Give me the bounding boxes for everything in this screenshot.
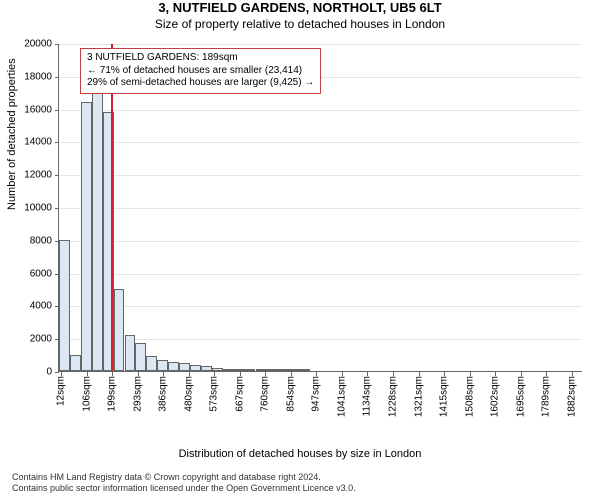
histogram-bar: [70, 355, 81, 371]
gridline: [59, 142, 582, 143]
xtick-label: 1602sqm: [490, 376, 501, 417]
gridline: [59, 208, 582, 209]
histogram-bar: [92, 79, 103, 371]
annotation-line2: ← 71% of detached houses are smaller (23…: [87, 65, 314, 78]
xtick-label: 480sqm: [184, 376, 195, 412]
ytick-label: 2000: [12, 334, 52, 345]
gridline: [59, 339, 582, 340]
histogram-bar: [114, 289, 125, 371]
ytick-label: 12000: [12, 170, 52, 181]
histogram-bar: [234, 369, 245, 371]
xtick-label: 760sqm: [260, 376, 271, 412]
histogram-bar: [125, 335, 136, 371]
xtick-label: 573sqm: [209, 376, 220, 412]
x-axis-label: Distribution of detached houses by size …: [0, 448, 600, 460]
histogram-bar: [146, 356, 157, 371]
histogram-bar: [59, 240, 70, 371]
caption-line2: Contains public sector information licen…: [12, 483, 356, 494]
gridline: [59, 175, 582, 176]
ytick-label: 14000: [12, 137, 52, 148]
histogram-bar: [299, 369, 310, 371]
xtick-label: 1041sqm: [337, 376, 348, 417]
xtick-label: 1228sqm: [388, 376, 399, 417]
xtick-label: 386sqm: [158, 376, 169, 412]
ytick-mark: [55, 77, 59, 78]
gridline: [59, 44, 582, 45]
histogram-bar: [168, 362, 179, 371]
ytick-label: 18000: [12, 71, 52, 82]
xtick-label: 1508sqm: [464, 376, 475, 417]
ytick-label: 8000: [12, 235, 52, 246]
histogram-bar: [201, 366, 212, 371]
gridline: [59, 110, 582, 111]
histogram-bar: [245, 369, 256, 371]
ytick-label: 4000: [12, 301, 52, 312]
ytick-mark: [55, 44, 59, 45]
ytick-label: 20000: [12, 39, 52, 50]
gridline: [59, 241, 582, 242]
histogram-bar: [190, 365, 201, 371]
chart-area: 12sqm 106sqm 199sqm 293sqm 386sqm 480sqm 573sq…: [58, 44, 582, 422]
histogram-bar: [256, 369, 267, 371]
annotation-callout: 3 NUTFIELD GARDENS: 189sqm← 71% of detac…: [80, 48, 321, 94]
xtick-label: 1882sqm: [566, 376, 577, 417]
xtick-label: 1134sqm: [362, 376, 373, 416]
xtick-label: 1789sqm: [541, 376, 552, 417]
xtick-label: 667sqm: [235, 376, 246, 412]
page-title: 3, NUTFIELD GARDENS, NORTHOLT, UB5 6LT: [0, 0, 600, 15]
caption-line1: Contains HM Land Registry data © Crown c…: [12, 472, 356, 483]
xtick-label: 947sqm: [311, 376, 322, 412]
histogram-bar: [223, 369, 234, 371]
ytick-label: 10000: [12, 203, 52, 214]
xtick-label: 1695sqm: [515, 376, 526, 417]
ytick-label: 0: [12, 367, 52, 378]
gridline: [59, 306, 582, 307]
ytick-mark: [55, 110, 59, 111]
histogram-bar: [179, 363, 190, 371]
histogram-bar: [135, 343, 146, 371]
annotation-line3: 29% of semi-detached houses are larger (…: [87, 77, 314, 90]
xtick-label: 12sqm: [56, 376, 67, 406]
xtick-label: 106sqm: [81, 376, 92, 412]
ytick-mark: [55, 175, 59, 176]
xtick-label: 1321sqm: [413, 376, 424, 417]
annotation-line1: 3 NUTFIELD GARDENS: 189sqm: [87, 52, 314, 65]
xtick-label: 854sqm: [286, 376, 297, 412]
ytick-mark: [55, 208, 59, 209]
histogram-bar: [81, 102, 92, 371]
page-subtitle: Size of property relative to detached ho…: [0, 17, 600, 31]
xtick-label: 1415sqm: [439, 376, 450, 417]
histogram-bar: [288, 369, 299, 371]
data-caption: Contains HM Land Registry data © Crown c…: [12, 472, 356, 495]
xtick-label: 199sqm: [107, 376, 118, 412]
histogram-bar: [266, 369, 277, 371]
ytick-label: 16000: [12, 104, 52, 115]
ytick-mark: [55, 142, 59, 143]
histogram-bar: [157, 360, 168, 371]
ytick-label: 6000: [12, 268, 52, 279]
gridline: [59, 274, 582, 275]
ytick-mark: [55, 372, 59, 373]
histogram-bar: [277, 369, 288, 371]
xtick-label: 293sqm: [132, 376, 143, 412]
histogram-bar: [212, 368, 223, 371]
